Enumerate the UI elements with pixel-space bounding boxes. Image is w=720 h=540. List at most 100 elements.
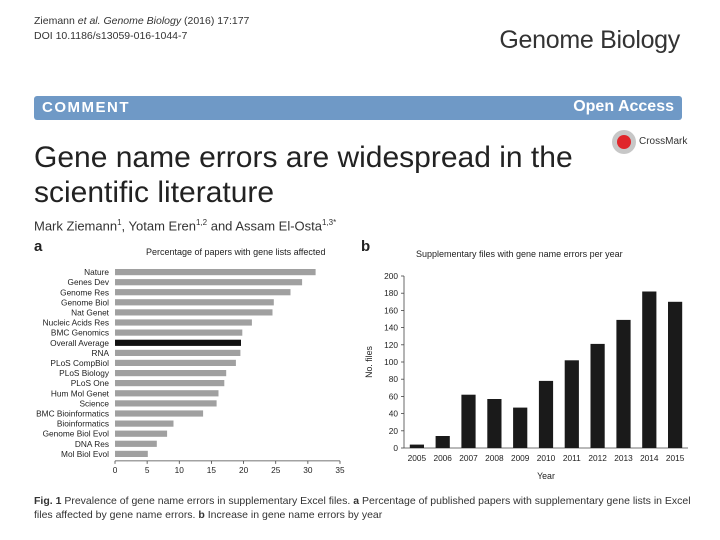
x-tick-label: 2010 — [537, 453, 556, 463]
crossmark-icon — [612, 130, 636, 154]
category-label: Bioinformatics — [57, 419, 109, 429]
figure-caption: Fig. 1 Prevalence of gene name errors in… — [34, 494, 694, 522]
category-label: Genome Biol Evol — [43, 429, 110, 439]
bar — [115, 299, 274, 306]
bar — [513, 407, 528, 448]
bar — [115, 319, 252, 326]
bar — [115, 269, 316, 276]
x-tick-label: 10 — [175, 465, 185, 475]
bar — [115, 289, 291, 296]
category-label: RNA — [91, 348, 109, 358]
bar — [115, 329, 243, 336]
article-type-label: COMMENT — [42, 99, 130, 116]
x-tick-label: 5 — [145, 465, 150, 475]
author-name[interactable]: Mark Ziemann — [34, 218, 118, 234]
bar — [616, 319, 631, 448]
caption-b-label: b — [198, 509, 205, 521]
author-name[interactable]: Yotam Eren — [128, 218, 196, 234]
x-tick-label: 2007 — [459, 453, 478, 463]
article-title: Gene name errors are widespread in the s… — [34, 141, 573, 209]
x-tick-label: 20 — [239, 465, 249, 475]
author-list: Mark Ziemann1, Yotam Eren1,2 and Assam E… — [34, 218, 336, 233]
bar — [115, 309, 273, 316]
y-tick-label: 20 — [389, 426, 399, 436]
bar — [115, 440, 157, 447]
y-tick-label: 80 — [389, 374, 399, 384]
bar — [115, 279, 303, 286]
category-label: Genome Biol — [61, 297, 109, 307]
chart-b: 0 20 40 60 80 100 120 140 160 180 200 2005 2006 2007 2… — [364, 271, 688, 481]
x-tick-label: 2014 — [640, 453, 659, 463]
panel-a-letter: a — [34, 238, 43, 255]
journal-name: Genome Biology — [499, 26, 680, 54]
citation-line: Ziemann et al. Genome Biology (2016) 17:… — [34, 14, 249, 29]
y-tick-label: 180 — [384, 288, 398, 298]
bar — [115, 380, 225, 387]
citation-authors: Ziemann — [34, 15, 78, 27]
caption-intro: Prevalence of gene name errors in supple… — [61, 495, 354, 507]
bar — [115, 400, 217, 407]
x-tick-label: 2015 — [666, 453, 685, 463]
x-tick-label: 2005 — [408, 453, 427, 463]
author-separator: and — [207, 218, 236, 234]
x-tick-label: 35 — [335, 465, 345, 475]
author-affiliation: 1,3* — [322, 218, 337, 227]
category-label: BMC Genomics — [51, 328, 109, 338]
category-label: PLoS Biology — [59, 368, 110, 378]
category-label: Hum Mol Genet — [51, 388, 110, 398]
x-tick-label: 2013 — [614, 453, 633, 463]
bar — [115, 390, 219, 397]
category-label: Overall Average — [50, 338, 109, 348]
y-tick-label: 60 — [389, 391, 399, 401]
category-label: PLoS CompBiol — [50, 358, 109, 368]
y-tick-label: 140 — [384, 323, 398, 333]
y-tick-label: 200 — [384, 271, 398, 281]
bar — [487, 399, 502, 448]
author-affiliation: 1 — [117, 218, 122, 227]
x-tick-label: 2008 — [485, 453, 504, 463]
category-label: Nat Genet — [71, 307, 110, 317]
bar — [115, 339, 241, 346]
bar — [590, 343, 605, 448]
y-tick-label: 40 — [389, 409, 399, 419]
x-tick-label: 2009 — [511, 453, 530, 463]
category-label: Genes Dev — [67, 277, 109, 287]
y-tick-label: 100 — [384, 357, 398, 367]
bar — [115, 450, 148, 457]
category-label: DNA Res — [75, 439, 109, 449]
x-axis-label: Year — [537, 471, 555, 481]
bar — [538, 380, 554, 448]
bar — [115, 420, 174, 427]
x-tick-label: 2012 — [588, 453, 607, 463]
citation-block: Ziemann et al. Genome Biology (2016) 17:… — [34, 14, 249, 44]
chart-a-title: Percentage of papers with gene lists aff… — [146, 247, 326, 257]
crossmark-label: CrossMark — [639, 136, 688, 147]
panel-b-letter: b — [361, 238, 371, 255]
bar — [642, 291, 657, 448]
caption-b-text: Increase in gene name errors by year — [204, 509, 383, 521]
article-type-banner: COMMENT Open Access — [34, 96, 682, 120]
y-tick-label: 160 — [384, 305, 398, 315]
x-tick-label: 15 — [207, 465, 217, 475]
category-label: PLoS One — [71, 378, 110, 388]
author-separator: , — [121, 218, 129, 234]
category-label: Genome Res — [60, 287, 109, 297]
bar — [115, 370, 227, 377]
citation-issue: (2016) 17:177 — [181, 15, 250, 27]
x-tick-label: 0 — [113, 465, 118, 475]
bar — [115, 349, 241, 356]
open-access-label: Open Access — [573, 98, 674, 115]
x-tick-label: 2011 — [563, 453, 581, 463]
category-label: Nucleic Acids Res — [43, 318, 109, 328]
bar — [461, 394, 476, 448]
bar — [115, 430, 168, 437]
bar — [115, 410, 204, 417]
bar — [409, 444, 424, 448]
bar — [115, 359, 236, 366]
x-tick-label: 2006 — [433, 453, 452, 463]
category-label: BMC Bioinformatics — [36, 409, 109, 419]
doi-link[interactable]: DOI 10.1186/s13059-016-1044-7 — [34, 30, 188, 42]
bar — [564, 360, 579, 448]
crossmark-button[interactable]: CrossMark — [612, 130, 692, 156]
author-name[interactable]: Assam El-Osta — [235, 218, 322, 234]
